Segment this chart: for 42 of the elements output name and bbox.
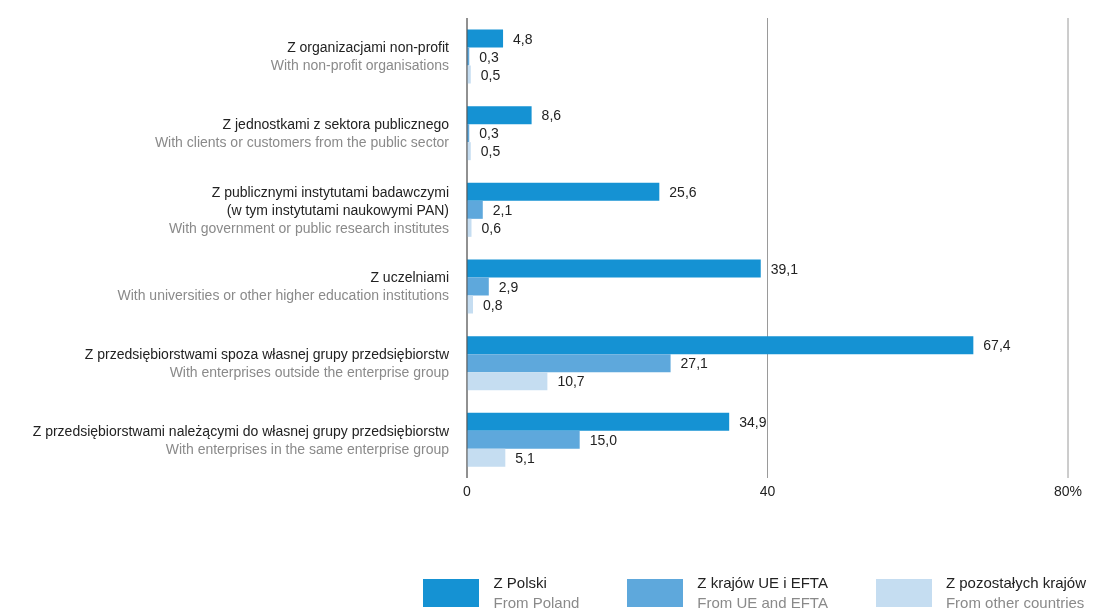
bar <box>467 29 504 48</box>
y-tick-label: Z przedsiębiorstwami spoza własnej grupy przedsiębiorstw With enterprises outside the enterprise group <box>84 346 450 380</box>
data-label: 10,7 <box>557 373 585 390</box>
legend-label: Z Polski From Poland <box>493 573 580 609</box>
data-label: 2,1 <box>492 201 513 218</box>
data-label: 4,8 <box>513 30 533 47</box>
data-label: 8,6 <box>541 107 562 124</box>
data-label: 2,9 <box>498 278 519 295</box>
bar <box>467 182 660 201</box>
x-tick-label: 40 <box>759 482 776 499</box>
data-label: 25,6 <box>669 183 697 200</box>
bar <box>467 200 483 219</box>
data-label: 0,6 <box>481 219 502 236</box>
legend-label: Z krajów UE i EFTA From UE and EFTA <box>697 573 828 609</box>
y-tick-label: Z publicznymi instytutami badawczymi (w tym instytutami naukowymi PAN) With government or public research institutes <box>168 183 449 236</box>
bar <box>467 277 489 296</box>
bar <box>467 430 580 449</box>
data-label: 67,4 <box>983 337 1011 354</box>
data-label: 34,9 <box>739 413 767 430</box>
y-tick-label: Z uczelniami With universities or other higher education institutions <box>117 269 449 304</box>
legend-label: Z pozostałych krajów From other countries <box>945 573 1086 609</box>
x-tick-label: 0 <box>463 482 472 499</box>
y-tick-label: Z jednostkami z sektora publicznego With clients or customers from the public sector <box>154 116 450 150</box>
bar <box>467 354 671 373</box>
bar <box>467 412 730 431</box>
data-label: 0,5 <box>480 143 501 160</box>
bar <box>467 448 506 467</box>
x-tick-label: 80% <box>1053 482 1083 499</box>
bar <box>467 336 974 355</box>
data-label: 0,3 <box>479 48 499 65</box>
bar <box>467 259 761 278</box>
data-label: 5,1 <box>515 449 535 466</box>
y-tick-label: Z przedsiębiorstwami należącymi do własnej grupy przedsiębiorstw With enterprises in the same enterprise group <box>32 422 450 457</box>
bar <box>467 372 548 391</box>
y-tick-label: Z organizacjami non-profit With non-profit organisations <box>270 39 450 74</box>
data-label: 27,1 <box>680 355 709 372</box>
data-label: 39,1 <box>770 260 799 277</box>
data-label: 0,3 <box>479 125 499 142</box>
data-label: 0,8 <box>483 296 503 313</box>
data-label: 15,0 <box>589 431 618 448</box>
data-label: 0,5 <box>480 66 501 83</box>
bar <box>467 106 532 125</box>
